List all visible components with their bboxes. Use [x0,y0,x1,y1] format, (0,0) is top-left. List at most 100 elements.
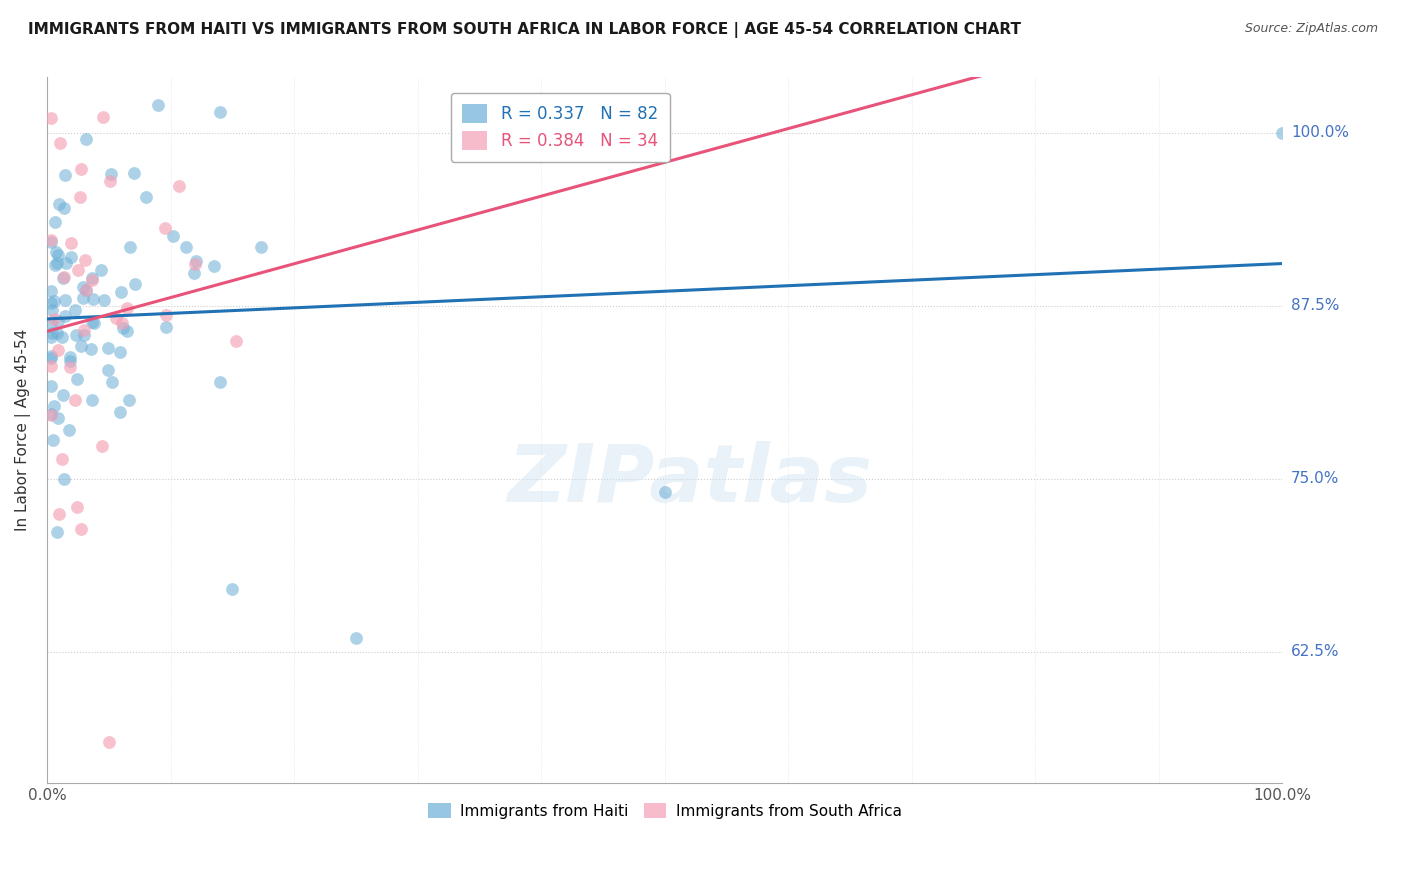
Point [162,229,184,244]
Point [155,308,177,322]
Point [82,273,104,287]
Point [44,215,66,229]
Point [39,351,62,365]
Point [39,329,62,343]
Point [39,359,62,373]
Point [59,359,82,374]
Point [100,174,122,188]
Point [39,233,62,247]
Point [53,472,76,486]
Point [51,330,73,344]
Point [45,525,67,540]
Point [93,293,115,307]
Point [209,104,232,119]
Point [48,508,70,522]
Point [225,334,247,348]
Point [41,302,63,317]
Point [104,310,127,325]
Point [155,221,177,235]
Point [111,316,134,330]
Text: 62.5%: 62.5% [1291,644,1340,659]
Point [52,388,75,402]
Point [69,339,91,353]
Point [122,166,145,180]
Text: 75.0%: 75.0% [1291,471,1339,486]
Point [52,270,75,285]
Point [115,324,138,338]
Point [97,341,120,355]
Point [83,316,105,330]
Point [183,266,205,280]
Point [82,271,104,285]
Point [55,256,77,270]
Point [72,323,94,337]
Point [42,311,65,326]
Point [39,379,62,393]
Text: ZIPatlas: ZIPatlas [508,441,872,518]
Text: IMMIGRANTS FROM HAITI VS IMMIGRANTS FROM SOUTH AFRICA IN LABOR FORCE | AGE 45-54: IMMIGRANTS FROM HAITI VS IMMIGRANTS FROM… [28,22,1021,38]
Point [117,301,139,316]
Point [48,197,70,211]
Point [75,253,97,268]
Point [41,326,63,341]
Point [184,257,207,271]
Point [111,321,134,335]
Point [250,240,273,254]
Point [51,452,73,467]
Point [110,285,132,300]
Point [80,342,103,356]
Point [108,344,131,359]
Point [155,319,177,334]
Point [75,283,97,297]
Point [59,235,82,250]
Point [120,240,142,254]
Point [101,375,124,389]
Point [70,162,93,177]
Point [97,362,120,376]
Point [46,248,69,262]
Point [53,201,76,215]
Point [39,111,62,125]
Point [75,132,97,146]
Point [148,98,170,112]
Point [44,399,66,413]
Point [221,582,243,597]
Point [63,302,86,317]
Point [70,523,93,537]
Point [46,411,69,425]
Point [72,292,94,306]
Point [135,190,157,204]
Point [39,284,62,298]
Point [1271,126,1294,140]
Point [73,328,96,343]
Point [100,167,122,181]
Point [90,439,112,453]
Point [67,263,90,277]
Point [184,253,207,268]
Point [91,110,114,124]
Point [65,327,87,342]
Point [75,283,97,297]
Point [58,353,80,368]
Point [80,315,103,329]
Point [39,349,62,363]
Point [174,240,197,254]
Legend: Immigrants from Haiti, Immigrants from South Africa: Immigrants from Haiti, Immigrants from S… [422,797,908,825]
Point [46,326,69,341]
Point [58,423,80,437]
Point [46,314,69,328]
Point [90,263,112,277]
Point [208,376,231,390]
Point [53,293,76,307]
Point [654,485,676,500]
Text: 100.0%: 100.0% [1291,125,1348,140]
Point [108,405,131,419]
Point [167,179,190,194]
Point [55,168,77,182]
Point [52,270,75,285]
Point [66,372,89,386]
Point [344,631,367,645]
Text: 87.5%: 87.5% [1291,298,1339,313]
Point [45,245,67,260]
Point [65,392,87,407]
